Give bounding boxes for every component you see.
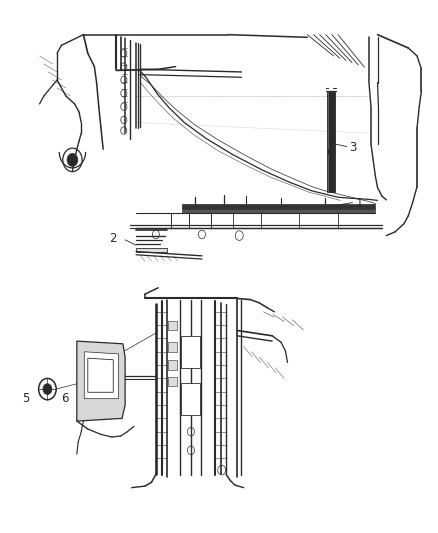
Circle shape (327, 149, 332, 155)
Text: 2: 2 (109, 232, 116, 245)
Polygon shape (88, 358, 113, 392)
Polygon shape (77, 341, 125, 421)
FancyBboxPatch shape (168, 342, 177, 352)
Polygon shape (326, 92, 334, 192)
Circle shape (67, 154, 78, 166)
Polygon shape (84, 352, 118, 399)
Text: 5: 5 (22, 392, 29, 405)
Text: 6: 6 (61, 392, 69, 405)
Text: 1: 1 (355, 197, 362, 210)
FancyBboxPatch shape (180, 336, 200, 368)
Text: 3: 3 (348, 141, 356, 154)
Polygon shape (182, 204, 374, 209)
FancyBboxPatch shape (180, 383, 200, 415)
Polygon shape (182, 209, 374, 213)
Polygon shape (136, 248, 166, 252)
FancyBboxPatch shape (168, 360, 177, 370)
FancyBboxPatch shape (168, 377, 177, 386)
Text: 4: 4 (92, 364, 99, 377)
FancyBboxPatch shape (168, 321, 177, 330)
Circle shape (43, 384, 52, 394)
